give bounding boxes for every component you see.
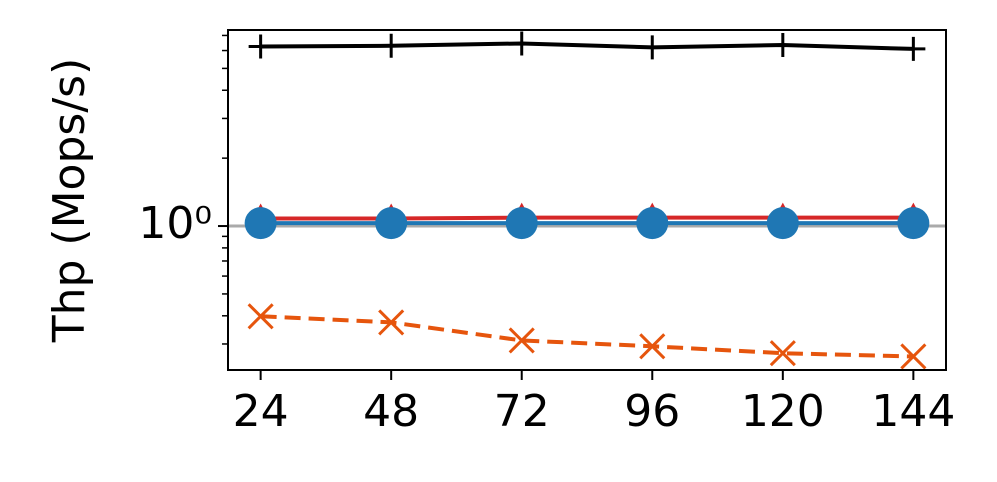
x-tick-label: 48: [363, 386, 419, 437]
marker-plus: [770, 32, 795, 57]
marker-plus: [379, 33, 404, 58]
marker-x: [639, 333, 666, 360]
marker-x: [900, 343, 927, 370]
x-tick-label: 120: [741, 386, 825, 437]
marker-x: [508, 327, 535, 354]
series-line: [260, 314, 914, 359]
series-line: [260, 215, 914, 221]
x-tick-label: 144: [871, 386, 955, 437]
marker-plus: [901, 36, 926, 61]
marker-plus: [509, 31, 534, 56]
marker-circle: [375, 207, 408, 240]
y-axis-label: Thp (Mops/s): [44, 58, 95, 344]
marker-circle: [244, 207, 277, 240]
marker-circle: [505, 207, 538, 240]
marker-circle: [897, 207, 930, 240]
x-tick-label: 24: [233, 386, 289, 437]
x-tick-label: 72: [494, 386, 550, 437]
series-line: [260, 41, 914, 51]
marker-x: [769, 340, 796, 367]
x-tick-label: 96: [624, 386, 680, 437]
marker-x: [247, 303, 274, 330]
marker-plus: [248, 34, 273, 59]
marker-circle: [636, 207, 669, 240]
marker-plus: [640, 35, 665, 60]
plot-frame: [227, 29, 947, 371]
y-tick-label: 10⁰: [138, 198, 212, 249]
marker-circle: [766, 207, 799, 240]
marker-x: [378, 309, 405, 336]
